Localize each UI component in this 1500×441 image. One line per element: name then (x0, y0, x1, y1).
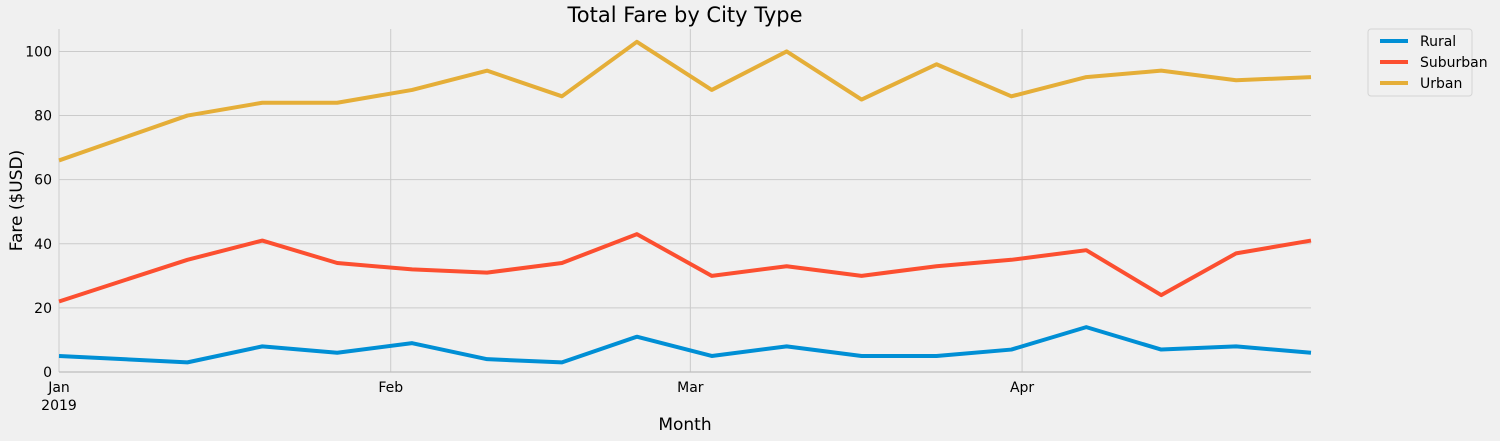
axis-ticks: 0 20 40 60 80 100 Jan 2019 Feb Mar Apr (25, 44, 1034, 414)
series-lines (58, 39, 1312, 365)
series-line-urban (58, 39, 1312, 163)
y-tick-label: 20 (34, 301, 52, 317)
x-tick-sublabel: 2019 (41, 398, 77, 414)
x-tick-label: Jan (47, 380, 70, 396)
y-tick-label: 100 (25, 44, 52, 60)
y-tick-label: 0 (43, 365, 52, 381)
series-line-rural (58, 325, 1312, 365)
x-tick-label: Apr (1010, 380, 1034, 396)
legend-label-urban: Urban (1420, 76, 1462, 92)
series-line-suburban (58, 232, 1312, 304)
y-tick-label: 40 (34, 237, 52, 253)
y-tick-label: 60 (34, 173, 52, 189)
x-tick-label: Mar (677, 380, 704, 396)
legend-label-suburban: Suburban (1420, 55, 1488, 71)
chart-title: Total Fare by City Type (566, 3, 802, 27)
y-axis-label: Fare ($USD) (7, 150, 27, 252)
x-axis-label: Month (658, 415, 711, 435)
y-tick-label: 80 (34, 109, 52, 125)
legend: Rural Suburban Urban (1367, 28, 1488, 97)
legend-label-rural: Rural (1420, 34, 1456, 50)
plot-area (59, 29, 1311, 372)
x-tick-label: Feb (378, 380, 403, 396)
legend-box (1367, 28, 1473, 97)
